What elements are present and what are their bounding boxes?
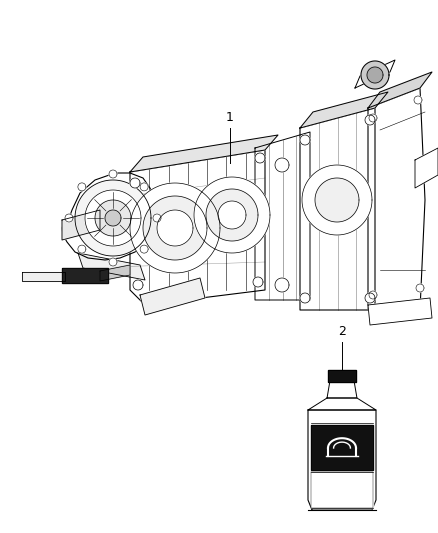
Polygon shape	[75, 180, 151, 256]
Polygon shape	[355, 60, 395, 88]
Polygon shape	[206, 189, 258, 241]
Polygon shape	[218, 201, 246, 229]
Polygon shape	[62, 173, 155, 260]
Polygon shape	[361, 61, 389, 89]
Polygon shape	[327, 382, 357, 398]
Polygon shape	[365, 293, 375, 303]
Polygon shape	[78, 245, 86, 253]
Polygon shape	[275, 278, 289, 292]
Polygon shape	[275, 158, 289, 172]
Polygon shape	[65, 214, 73, 222]
Polygon shape	[300, 92, 388, 128]
Polygon shape	[100, 265, 130, 281]
Polygon shape	[308, 398, 376, 410]
Polygon shape	[367, 67, 383, 83]
Polygon shape	[140, 245, 148, 253]
Polygon shape	[130, 183, 220, 273]
Polygon shape	[62, 210, 100, 240]
Polygon shape	[109, 258, 117, 266]
Polygon shape	[130, 178, 140, 188]
Polygon shape	[300, 135, 310, 145]
Polygon shape	[365, 115, 375, 125]
Polygon shape	[255, 132, 310, 300]
Polygon shape	[95, 200, 131, 236]
Polygon shape	[315, 178, 359, 222]
Polygon shape	[85, 190, 141, 246]
Polygon shape	[255, 153, 265, 163]
Text: 1: 1	[226, 111, 234, 124]
Polygon shape	[78, 253, 145, 280]
Polygon shape	[300, 293, 310, 303]
Polygon shape	[130, 135, 278, 172]
Polygon shape	[369, 114, 377, 122]
Polygon shape	[153, 214, 161, 222]
Polygon shape	[368, 72, 432, 108]
Polygon shape	[105, 210, 121, 226]
Polygon shape	[311, 472, 373, 508]
Polygon shape	[416, 284, 424, 292]
Text: 2: 2	[338, 325, 346, 338]
Polygon shape	[133, 280, 143, 290]
Polygon shape	[300, 108, 375, 310]
Polygon shape	[62, 268, 108, 283]
Polygon shape	[328, 370, 356, 382]
Polygon shape	[302, 165, 372, 235]
Polygon shape	[143, 196, 207, 260]
Polygon shape	[414, 96, 422, 104]
Polygon shape	[109, 170, 117, 178]
Polygon shape	[22, 272, 65, 281]
Polygon shape	[157, 210, 193, 246]
Polygon shape	[311, 425, 373, 470]
Polygon shape	[130, 150, 265, 305]
Polygon shape	[140, 183, 148, 191]
Polygon shape	[253, 277, 263, 287]
Polygon shape	[140, 278, 205, 315]
Polygon shape	[368, 88, 425, 310]
Polygon shape	[369, 291, 377, 299]
Polygon shape	[194, 177, 270, 253]
Polygon shape	[368, 298, 432, 325]
Polygon shape	[415, 148, 438, 188]
Polygon shape	[308, 410, 376, 510]
Polygon shape	[78, 183, 86, 191]
